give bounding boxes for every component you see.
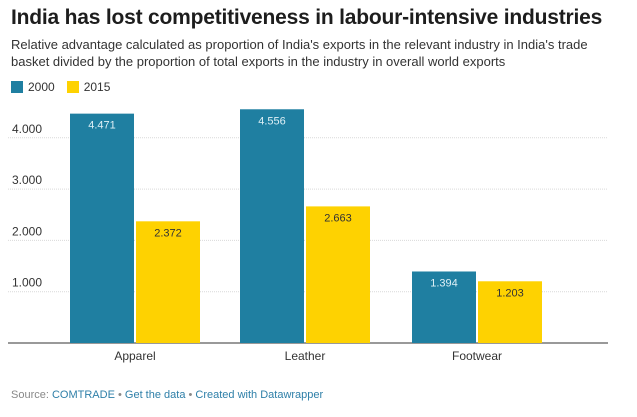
- bar-2000-apparel: [70, 113, 134, 344]
- legend-item-2000: 2000: [11, 80, 55, 94]
- source-link[interactable]: COMTRADE: [51, 389, 115, 401]
- legend-label-2015: 2015: [83, 80, 111, 94]
- legend-item-2015: 2015: [66, 80, 111, 94]
- y-tick-label: 2.000: [12, 224, 42, 238]
- y-tick-label: 3.000: [12, 173, 42, 187]
- y-tick-label: 4.000: [12, 122, 42, 136]
- legend-swatch-2000: [11, 81, 23, 93]
- bar-value-label: 2.372: [154, 227, 182, 239]
- separator: •: [114, 389, 125, 401]
- chart-title: India has lost competitiveness in labour…: [11, 6, 603, 29]
- bar-value-label: 2.663: [324, 212, 352, 224]
- bar-2015-apparel: [136, 221, 200, 343]
- legend-swatch-2015: [66, 81, 79, 93]
- x-category-label: Apparel: [114, 349, 155, 363]
- chart-subtitle: Relative advantage calculated as proport…: [11, 37, 588, 69]
- get-data-link[interactable]: Get the data: [124, 389, 186, 401]
- footer: Source: COMTRADE • Get the data • Create…: [11, 389, 323, 401]
- bar-2015-footwear: [478, 281, 542, 343]
- source-label: Source:: [11, 389, 52, 401]
- bar-2000-footwear: [412, 271, 476, 343]
- separator: •: [185, 389, 196, 401]
- bar-2015-leather: [306, 206, 370, 343]
- legend: 2000 2015: [11, 80, 110, 94]
- bar-value-label: 4.471: [88, 120, 116, 132]
- datawrapper-link[interactable]: Created with Datawrapper: [195, 389, 324, 401]
- bar-value-label: 1.394: [430, 277, 458, 289]
- legend-label-2000: 2000: [28, 80, 55, 94]
- bar-2000-leather: [240, 109, 304, 344]
- y-tick-label: 1.000: [12, 276, 42, 290]
- bar-value-label: 4.556: [258, 115, 286, 127]
- x-category-label: Footwear: [452, 349, 502, 363]
- x-category-label: Leather: [285, 349, 326, 363]
- bar-value-label: 1.203: [496, 287, 524, 299]
